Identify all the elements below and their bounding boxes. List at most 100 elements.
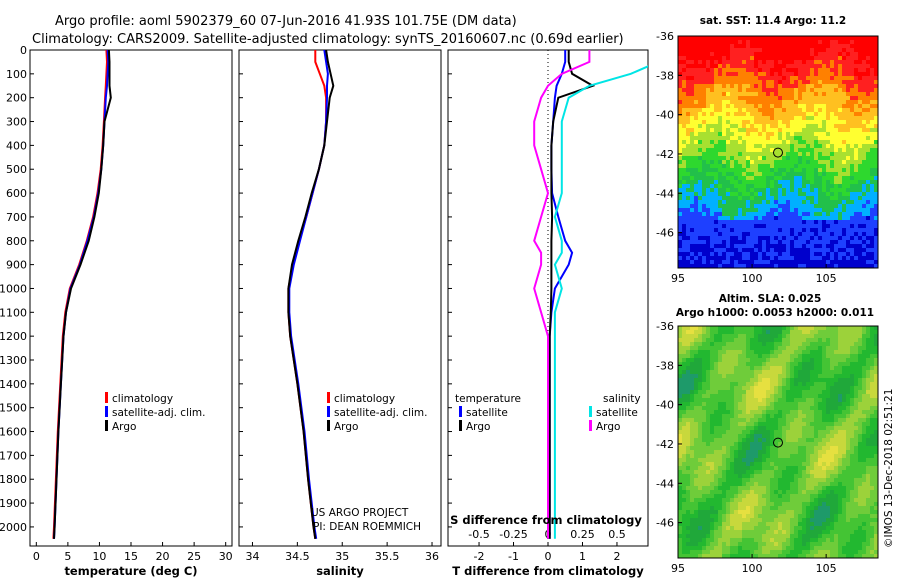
map-cell <box>838 406 843 411</box>
map-cell <box>806 382 811 387</box>
map-cell <box>858 350 863 355</box>
map-cell <box>790 402 795 407</box>
map-cell <box>826 72 831 77</box>
map-cell <box>778 140 783 145</box>
map-cell <box>874 168 879 173</box>
map-cell <box>818 164 823 169</box>
map-cell <box>782 176 787 181</box>
map-cell <box>818 96 823 101</box>
map-cell <box>802 386 807 391</box>
map-cell <box>854 422 859 427</box>
map-cell <box>814 100 819 105</box>
map-cell <box>750 64 755 69</box>
map-cell <box>842 334 847 339</box>
map-cell <box>862 156 867 161</box>
map-cell <box>806 260 811 265</box>
map-cell <box>818 116 823 121</box>
map-cell <box>746 208 751 213</box>
map-cell <box>730 244 735 249</box>
map-cell <box>742 188 747 193</box>
map-cell <box>766 470 771 475</box>
map-cell <box>810 330 815 335</box>
map-cell <box>690 228 695 233</box>
map-cell <box>718 160 723 165</box>
map-cell <box>766 44 771 49</box>
map-cell <box>822 236 827 241</box>
map-cell <box>830 232 835 237</box>
map-cell <box>854 466 859 471</box>
map-cell <box>794 358 799 363</box>
map-cell <box>818 252 823 257</box>
map-cell <box>718 342 723 347</box>
map-cell <box>870 56 875 61</box>
map-cell <box>762 406 767 411</box>
map-cell <box>690 366 695 371</box>
map-cell <box>734 56 739 61</box>
map-cell <box>726 192 731 197</box>
map-cell <box>802 96 807 101</box>
map-cell <box>794 390 799 395</box>
map-cell <box>714 92 719 97</box>
map-cell <box>798 60 803 65</box>
map-cell <box>682 458 687 463</box>
map-cell <box>774 398 779 403</box>
map-cell <box>770 88 775 93</box>
map-cell <box>762 180 767 185</box>
map-cell <box>746 382 751 387</box>
map-cell <box>854 330 859 335</box>
map-cell <box>706 374 711 379</box>
map-cell <box>818 458 823 463</box>
map-cell <box>742 88 747 93</box>
map-cell <box>690 418 695 423</box>
map-cell <box>730 252 735 257</box>
map-cell <box>706 260 711 265</box>
map-cell <box>838 414 843 419</box>
map-cell <box>766 422 771 427</box>
map-cell <box>766 152 771 157</box>
map-cell <box>746 446 751 451</box>
map-cell <box>758 370 763 375</box>
map-cell <box>770 144 775 149</box>
map-cell <box>806 414 811 419</box>
map-cell <box>838 184 843 189</box>
map-cell <box>806 196 811 201</box>
map-cell <box>846 216 851 221</box>
map-cell <box>762 330 767 335</box>
map-cell <box>774 148 779 153</box>
map-cell <box>770 398 775 403</box>
map-cell <box>786 374 791 379</box>
map-cell <box>778 208 783 213</box>
map-cell <box>786 152 791 157</box>
map-cell <box>758 180 763 185</box>
map-cell <box>690 116 695 121</box>
map-cell <box>850 144 855 149</box>
map-cell <box>834 116 839 121</box>
map-cell <box>758 76 763 81</box>
map-cell <box>754 438 759 443</box>
map-cell <box>710 334 715 339</box>
map-cell <box>834 120 839 125</box>
map-cell <box>798 462 803 467</box>
map-cell <box>870 430 875 435</box>
map-cell <box>794 410 799 415</box>
map-cell <box>838 362 843 367</box>
map-cell <box>794 434 799 439</box>
map-cell <box>842 350 847 355</box>
map-cell <box>802 462 807 467</box>
map-cell <box>862 72 867 77</box>
map-cell <box>710 426 715 431</box>
map-cell <box>750 244 755 249</box>
map-cell <box>734 374 739 379</box>
map-cell <box>782 398 787 403</box>
map-cell <box>730 434 735 439</box>
map-cell <box>718 144 723 149</box>
map-cell <box>746 180 751 185</box>
map-cell <box>778 92 783 97</box>
map-cell <box>734 338 739 343</box>
map-cell <box>770 382 775 387</box>
map-cell <box>730 216 735 221</box>
map-cell <box>710 112 715 117</box>
map-cell <box>870 386 875 391</box>
map-cell <box>838 466 843 471</box>
map-cell <box>854 370 859 375</box>
